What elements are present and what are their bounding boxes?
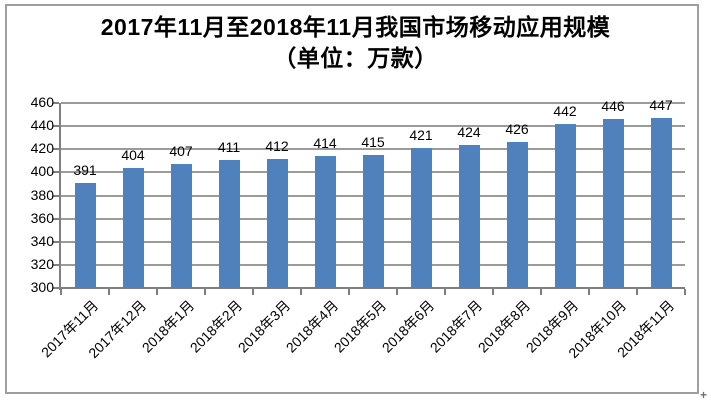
x-axis-tick (540, 289, 542, 295)
bar (122, 167, 144, 288)
x-axis-tick (588, 289, 590, 295)
bar-value-label: 421 (409, 127, 433, 144)
x-axis-tick (300, 289, 302, 295)
y-axis-tick (53, 287, 59, 289)
bar-value-label: 415 (361, 134, 385, 151)
x-axis-tick (636, 289, 638, 295)
y-tick-label: 420 (30, 140, 54, 157)
x-axis-tick (348, 289, 350, 295)
x-axis-tick (108, 289, 110, 295)
bar-value-label: 414 (313, 135, 337, 152)
y-tick-label: 400 (30, 163, 54, 180)
y-tick-label: 380 (30, 186, 54, 203)
x-category-label: 2018年11月 (613, 297, 678, 361)
y-axis-line (59, 103, 61, 290)
bar-value-label: 391 (73, 161, 97, 178)
x-axis-tick (684, 289, 686, 295)
y-tick-label: 440 (30, 117, 54, 134)
bar (266, 158, 288, 288)
x-axis-tick (60, 289, 62, 295)
y-axis-tick (53, 240, 59, 243)
y-axis-tick (53, 125, 59, 128)
y-tick-label: 360 (30, 209, 54, 226)
cursor-artifact: + (700, 388, 708, 402)
bar (458, 144, 480, 288)
y-tick-label: 340 (30, 232, 54, 249)
x-axis-tick (252, 289, 254, 295)
bar (410, 148, 432, 288)
chart-title-line2: （单位：万款） (273, 45, 438, 71)
y-axis-tick (53, 171, 59, 174)
y-axis-tick (53, 217, 59, 220)
bar-value-label: 442 (553, 102, 577, 119)
y-tick-label: 460 (30, 94, 54, 110)
chart-frame (5, 4, 699, 394)
bar (650, 118, 672, 288)
y-axis-tick (53, 148, 59, 151)
y-axis-tick (53, 102, 59, 104)
chart-title-line1: 2017年11月至2018年11月我国市场移动应用规模 (100, 14, 611, 40)
bar (74, 182, 96, 288)
y-gridline (61, 102, 685, 104)
y-tick-label: 300 (30, 279, 54, 295)
x-axis-line (59, 287, 685, 289)
bar-value-label: 404 (121, 146, 145, 163)
bar (554, 123, 576, 288)
bar (314, 156, 336, 288)
x-axis-tick (396, 289, 398, 295)
y-gridline (61, 148, 685, 151)
y-gridline (61, 125, 685, 128)
bar-value-label: 446 (601, 98, 625, 115)
bar-value-label: 447 (649, 97, 673, 114)
bar (170, 164, 192, 288)
x-axis-tick (444, 289, 446, 295)
bar (602, 119, 624, 288)
bar-value-label: 426 (505, 121, 529, 138)
y-axis-tick (53, 194, 59, 197)
x-axis-tick (204, 289, 206, 295)
bar-value-label: 424 (457, 123, 481, 140)
bar (506, 142, 528, 288)
bar-value-label: 412 (265, 137, 289, 154)
bar-value-label: 411 (217, 138, 241, 155)
bar (362, 155, 384, 288)
x-axis-tick (492, 289, 494, 295)
x-axis-tick (156, 289, 158, 295)
chart-title: 2017年11月至2018年11月我国市场移动应用规模 （单位：万款） (0, 12, 711, 74)
bar-value-label: 407 (169, 143, 193, 160)
y-axis-tick (53, 263, 59, 266)
bar (218, 159, 240, 288)
y-tick-label: 320 (30, 255, 54, 272)
